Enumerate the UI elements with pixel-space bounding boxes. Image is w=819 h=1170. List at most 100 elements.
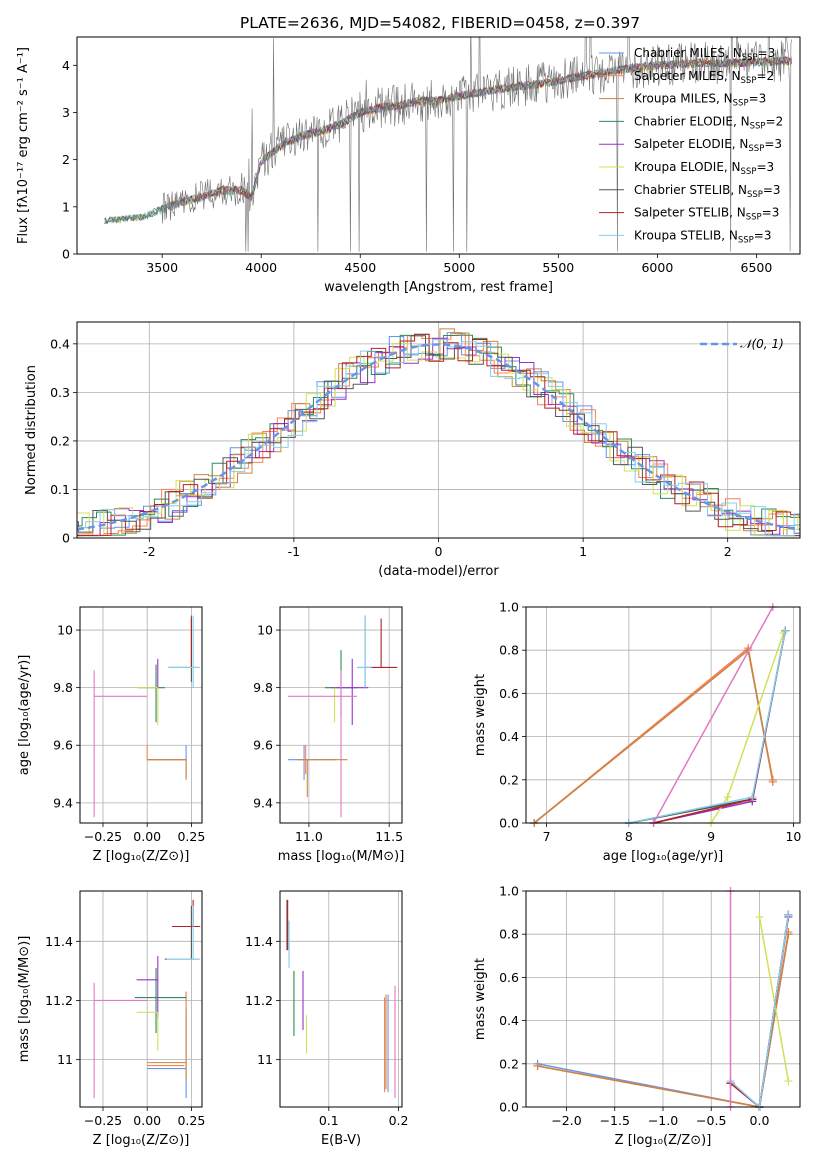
x-axis-label: mass [log₁₀(M/M⊙)] [278,849,405,864]
legend-label: Salpeter STELIB, NSSP=3 [634,206,779,223]
age-vs-Z-panel: −0.25 0.00 0.25 9.4 9.6 9.8 10 Z [log₁₀(Z/Z⊙)] a… [17,606,205,864]
x-tick-label: 9 [707,829,715,844]
x-tick-label: −0.25 [84,829,122,844]
legend-label: Kroupa STELIB, NSSP=3 [634,228,772,245]
y-axis-label: mass weight [473,958,488,1040]
axes-frame [279,606,403,824]
y-tick-label: 0.3 [50,385,70,400]
y-tick-label: 11.4 [245,934,273,949]
x-tick-label: 0.25 [177,829,205,844]
y-axis-label: mass weight [473,674,488,756]
weight-marker [755,912,764,921]
residuals-panel: -2 -1 0 1 2 0 0.1 0.2 0.3 0.4 (data-model)/error No… [24,321,801,579]
y-tick-label: 9.8 [53,680,73,695]
errorbar-points [93,615,201,818]
y-tick-label: 0.0 [499,816,519,831]
axes-frame [79,606,203,824]
errorbar-points [286,899,396,1099]
x-tick-label: 11.5 [375,829,403,844]
spectrum-panel: 3500 4000 4500 5000 5500 6000 6500 0 1 2 3 4 wavelen… [16,36,801,295]
errorbar-points [288,615,398,818]
axes-frame [525,890,801,1108]
y-tick-label: 11.2 [245,993,273,1008]
y-tick-label: 0.8 [499,927,519,942]
histograms [77,328,800,537]
legend-label: Chabrier MILES, NSSP=3 [634,46,775,63]
x-tick-label: 1 [579,544,587,559]
x-tick-label: 0 [435,544,443,559]
weight-line [652,606,774,824]
weight-line [533,646,774,824]
x-tick-label: 5500 [542,260,574,275]
x-tick-label: 6000 [641,260,673,275]
weight-marker [781,626,790,635]
x-tick-label: -2 [143,544,155,559]
x-tick-label: 0.00 [133,1113,161,1128]
weight-marker [784,1077,793,1086]
axes-frame [279,890,403,1108]
x-tick-label: 0.2 [389,1113,409,1128]
mass-vs-Z-panel: −0.25 0.00 0.25 11 11.2 11.4 Z [log₁₀(Z/Z⊙)] ma… [17,890,205,1148]
spectrum-lines [104,37,793,252]
x-tick-label: 3500 [146,260,178,275]
observed-spectrum-line [104,37,792,252]
y-tick-label: 11.4 [45,934,73,949]
y-tick-label: 9.6 [253,738,273,753]
y-tick-label: 3 [62,105,70,120]
y-tick-label: 0.4 [50,336,70,351]
y-tick-label: 0.2 [499,1056,519,1071]
legend-label: Kroupa MILES, NSSP=3 [634,92,766,109]
legend-label: Salpeter MILES, NSSP=2 [634,69,774,86]
residual-histogram [77,333,800,537]
y-tick-label: 9.8 [253,680,273,695]
x-tick-label: 4500 [344,260,376,275]
y-axis-label: mass [log₁₀(M/M⊙)] [17,936,32,1063]
x-tick-label: −2.0 [551,1113,581,1128]
residual-histogram [77,339,800,537]
y-tick-label: 1.0 [499,600,519,615]
model-spectrum-line [169,55,792,208]
x-axis-label: age [log₁₀(age/yr)] [603,849,724,864]
x-tick-label: 11.0 [295,829,323,844]
y-tick-label: 0.2 [50,433,70,448]
x-tick-label: 7 [543,829,551,844]
x-tick-label: -1 [288,544,300,559]
y-tick-label: 10 [57,623,73,638]
legend-label: Salpeter ELODIE, NSSP=3 [634,137,782,154]
y-tick-label: 0.4 [499,1013,519,1028]
y-axis-label: Normed distribution [24,365,39,495]
legend-label: Chabrier ELODIE, NSSP=2 [634,114,783,131]
axes-frame [525,606,801,824]
x-axis-label: wavelength [Angstrom, rest frame] [324,280,553,295]
y-tick-label: 9.6 [53,738,73,753]
axes-frame [79,890,203,1108]
x-tick-label: 0.00 [133,829,161,844]
normal-curve [77,343,800,531]
x-axis-label: Z [log₁₀(Z/Z⊙)] [615,1133,712,1148]
x-tick-label: 2 [724,544,732,559]
x-axis-label: Z [log₁₀(Z/Z⊙)] [93,849,190,864]
axes-frame [76,321,801,539]
legend-label: 𝒩(0, 1) [740,337,784,351]
weight-marker [533,1061,542,1070]
x-tick-label: −0.5 [696,1113,726,1128]
y-tick-label: 0 [62,247,70,262]
weight-marker [784,910,793,919]
y-tick-label: 11 [57,1052,73,1067]
x-axis-label: E(B-V) [321,1133,361,1148]
weight-lines [530,603,790,827]
weight-line [710,632,785,824]
x-tick-label: 8 [625,829,633,844]
errorbar-points [93,899,201,1099]
y-tick-label: 10 [257,623,273,638]
weight-marker [748,793,757,802]
x-axis-label: Z [log₁₀(Z/Z⊙)] [93,1133,190,1148]
x-tick-label: 0.0 [750,1113,770,1128]
x-tick-label: 6500 [741,260,773,275]
residual-histogram [77,328,800,537]
figure-title: PLATE=2636, MJD=54082, FIBERID=0458, z=0… [240,14,640,32]
y-tick-label: 0.6 [499,686,519,701]
y-tick-label: 11 [257,1052,273,1067]
residual-histogram [77,333,800,536]
